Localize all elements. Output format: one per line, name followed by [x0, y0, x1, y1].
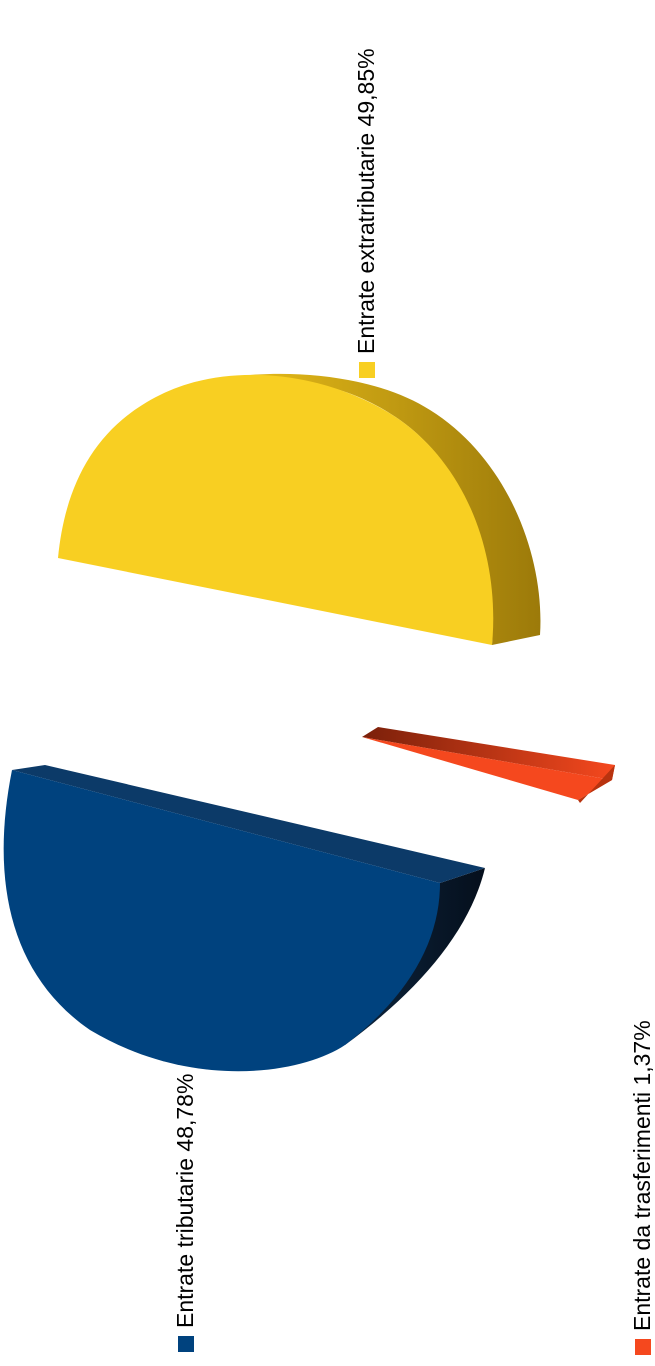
- legend-swatch-entrate-tributarie: [178, 1336, 194, 1352]
- slice-top-entrate-da-trasferimenti: [362, 727, 615, 780]
- slice-front-entrate-da-trasferimenti: [362, 737, 612, 800]
- pie-slice-entrate-tributarie: [3, 765, 485, 1072]
- pie-slice-entrate-da-trasferimenti: [362, 727, 615, 803]
- legend-swatch-entrate-extratributarie: [359, 362, 375, 378]
- legend-swatch-entrate-da-trasferimenti: [635, 1339, 651, 1355]
- pie-slice-entrate-extratributarie: [58, 373, 541, 645]
- label-text-entrate-tributarie: Entrate tributarie 48,78%: [172, 1074, 198, 1328]
- label-entrate-da-trasferimenti: Entrate da trasferimenti 1,37%: [629, 1020, 655, 1355]
- slice-top-entrate-tributarie: [3, 770, 440, 1072]
- label-entrate-extratributarie: Entrate extratributarie 49,85%: [353, 48, 379, 378]
- slice-side-entrate-extratributarie: [230, 373, 541, 645]
- label-text-entrate-da-trasferimenti: Entrate da trasferimenti 1,37%: [629, 1020, 655, 1331]
- slice-edge-entrate-tributarie: [12, 765, 485, 883]
- slice-end-entrate-da-trasferimenti: [578, 765, 615, 803]
- slice-top-entrate-extratributarie: [58, 374, 494, 645]
- label-entrate-tributarie: Entrate tributarie 48,78%: [172, 1074, 198, 1352]
- label-text-entrate-extratributarie: Entrate extratributarie 49,85%: [353, 48, 379, 354]
